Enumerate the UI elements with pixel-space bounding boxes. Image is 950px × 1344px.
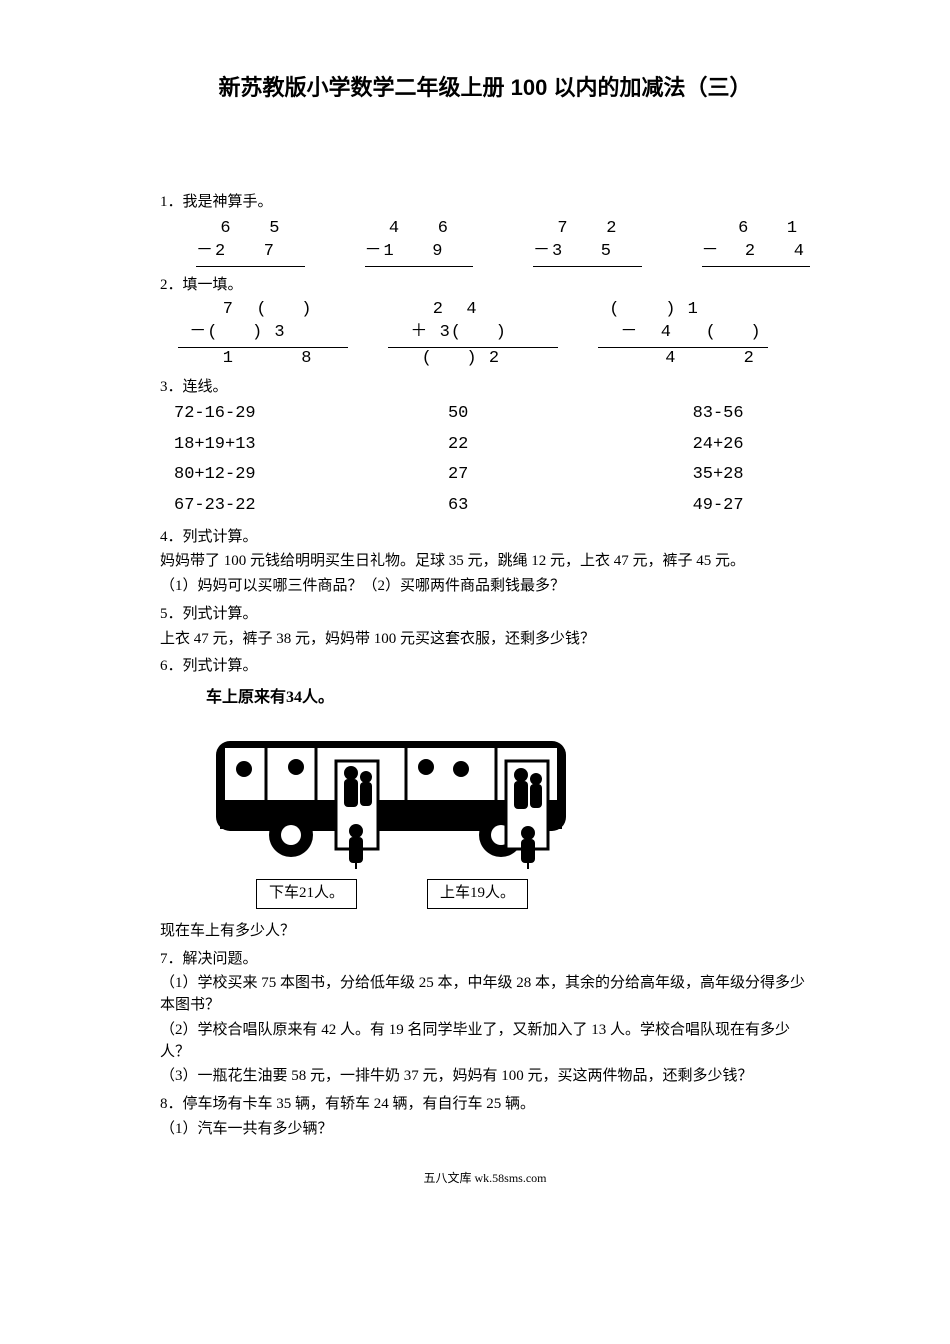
p1-col-0: 6 5 －2 7 (196, 218, 305, 267)
p7-label: 7．解决问题。 (160, 949, 810, 971)
match-item: 50 (448, 402, 693, 427)
vert-b: －3 5 (533, 241, 642, 264)
bus-on-label: 上车19人。 (427, 879, 528, 909)
fill-a: ( ) 1 (598, 299, 768, 322)
page-title: 新苏教版小学数学二年级上册 100 以内的加减法（三） (160, 70, 810, 102)
match-item: 67-23-22 (174, 494, 448, 519)
p6-question: 现在车上有多少人？ (160, 921, 810, 943)
p3-right: 83-56 24+26 35+28 49-27 (693, 402, 810, 519)
vert-b: －2 7 (196, 241, 305, 264)
bus-block: 车上原来有34人。 (206, 686, 810, 909)
p1-col-1: 4 6 －1 9 (365, 218, 474, 267)
p3-mid: 50 22 27 63 (448, 402, 693, 519)
bus-off-label: 下车21人。 (256, 879, 357, 909)
match-item: 18+19+13 (174, 433, 448, 458)
match-item: 22 (448, 433, 693, 458)
p6-label: 6．列式计算。 (160, 656, 810, 678)
p2-label: 2．填一填。 (160, 275, 810, 297)
p1-col-3: 6 1 － 2 4 (702, 218, 811, 267)
p1-col-2: 7 2 －3 5 (533, 218, 642, 267)
p1-label: 1．我是神算手。 (160, 192, 810, 214)
bus-caption: 车上原来有34人。 (206, 686, 810, 709)
p4-sub: （1）妈妈可以买哪三件商品？（2）买哪两件商品剩钱最多？ (160, 576, 810, 598)
fill-b: ＋ 3( ) (388, 322, 558, 345)
match-item: 83-56 (693, 402, 810, 427)
p7-q3: （3）一瓶花生油要 58 元，一排牛奶 37 元，妈妈有 100 元，买这两件物… (160, 1066, 810, 1088)
match-item: 49-27 (693, 494, 810, 519)
fill-a: 7 ( ) (178, 299, 348, 322)
fill-ans: 1 8 (178, 348, 348, 371)
p8-label: 8．停车场有卡车 35 辆，有轿车 24 辆，有自行车 25 辆。 (160, 1094, 810, 1116)
p2-col-1: 2 4 ＋ 3( ) ( ) 2 (388, 299, 558, 371)
fill-a: 2 4 (388, 299, 558, 322)
vert-b: － 2 4 (702, 241, 811, 264)
p4-text: 妈妈带了 100 元钱给明明买生日礼物。足球 35 元，跳绳 12 元，上衣 4… (160, 551, 810, 573)
match-item: 27 (448, 463, 693, 488)
fill-ans: 4 2 (598, 348, 768, 371)
match-item: 24+26 (693, 433, 810, 458)
p3-row: 72-16-29 18+19+13 80+12-29 67-23-22 50 2… (174, 402, 810, 519)
vert-a: 4 6 (365, 218, 474, 241)
match-item: 72-16-29 (174, 402, 448, 427)
bus-labels: 下车21人。 上车19人。 (256, 879, 810, 909)
p2-row: 7 ( ) －( ) 3 1 8 2 4 ＋ 3( ) ( ) 2 ( ) 1 … (178, 299, 810, 371)
bus-illustration (206, 711, 586, 871)
vert-a: 6 1 (702, 218, 811, 241)
p8-q1: （1）汽车一共有多少辆？ (160, 1119, 810, 1141)
body: 1．我是神算手。 6 5 －2 7 4 6 －1 9 7 2 －3 5 6 1 (160, 192, 810, 1141)
vert-a: 6 5 (196, 218, 305, 241)
p7-q1: （1）学校买来 75 本图书，分给低年级 25 本，中年级 28 本，其余的分给… (160, 973, 810, 1017)
page: 新苏教版小学数学二年级上册 100 以内的加减法（三） 1．我是神算手。 6 5… (0, 0, 950, 1216)
fill-b: －( ) 3 (178, 322, 348, 345)
footer: 五八文库 wk.58sms.com (160, 1169, 810, 1186)
p2-col-2: ( ) 1 － 4 ( ) 4 2 (598, 299, 768, 371)
p2-col-0: 7 ( ) －( ) 3 1 8 (178, 299, 348, 371)
p3-label: 3．连线。 (160, 377, 810, 399)
p4-label: 4．列式计算。 (160, 527, 810, 549)
vert-rule (365, 266, 474, 267)
vert-rule (533, 266, 642, 267)
fill-ans: ( ) 2 (388, 348, 558, 371)
fill-b: － 4 ( ) (598, 322, 768, 345)
match-item: 80+12-29 (174, 463, 448, 488)
p1-row: 6 5 －2 7 4 6 －1 9 7 2 －3 5 6 1 － 2 4 (196, 218, 810, 267)
p5-text: 上衣 47 元，裤子 38 元，妈妈带 100 元买这套衣服，还剩多少钱？ (160, 629, 810, 651)
match-item: 35+28 (693, 463, 810, 488)
vert-b: －1 9 (365, 241, 474, 264)
p7-q2: （2）学校合唱队原来有 42 人。有 19 名同学毕业了，又新加入了 13 人。… (160, 1020, 810, 1064)
vert-rule (196, 266, 305, 267)
vert-a: 7 2 (533, 218, 642, 241)
vert-rule (702, 266, 811, 267)
p3-left: 72-16-29 18+19+13 80+12-29 67-23-22 (174, 402, 448, 519)
p5-label: 5．列式计算。 (160, 604, 810, 626)
match-item: 63 (448, 494, 693, 519)
